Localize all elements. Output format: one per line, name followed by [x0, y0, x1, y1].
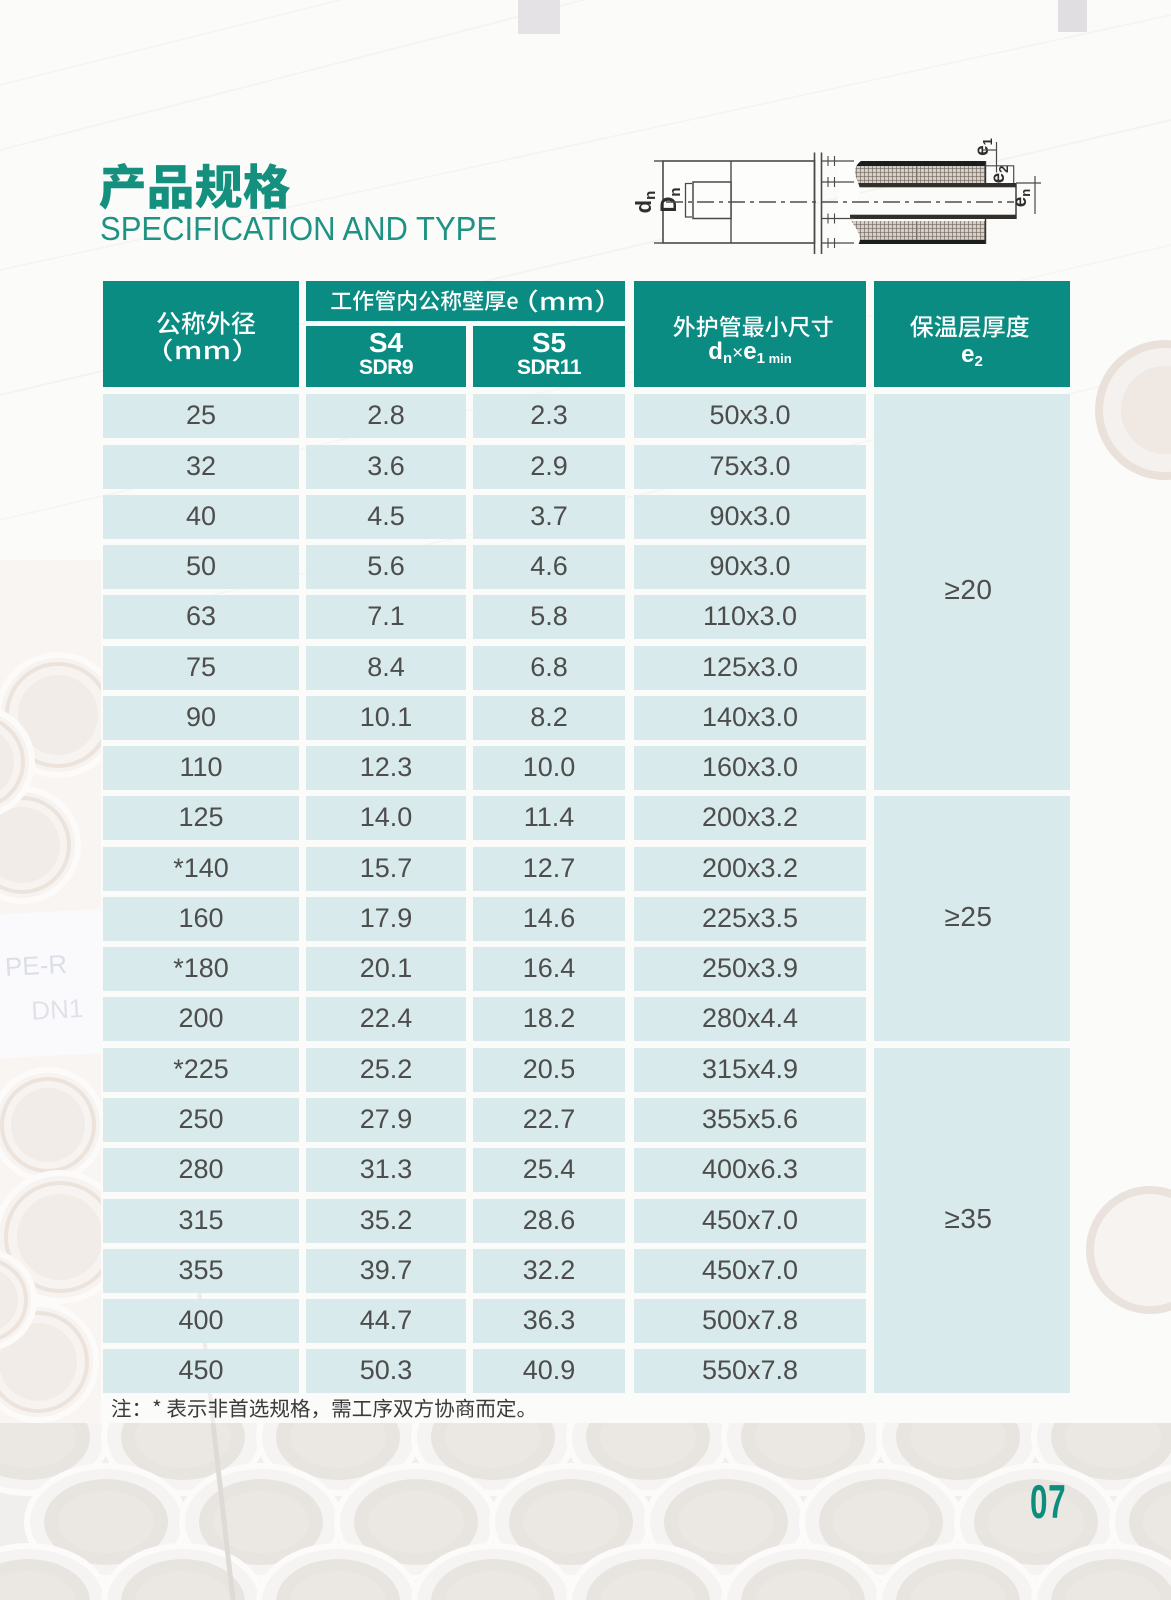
svg-text:e2: e2: [988, 166, 1011, 184]
svg-text:dn: dn: [631, 191, 659, 214]
svg-text:DN1: DN1: [31, 993, 85, 1026]
svg-text:e1: e1: [972, 138, 995, 156]
svg-text:en: en: [1010, 189, 1033, 208]
svg-text:Dn: Dn: [656, 187, 684, 212]
svg-text:PE-R: PE-R: [4, 949, 68, 982]
